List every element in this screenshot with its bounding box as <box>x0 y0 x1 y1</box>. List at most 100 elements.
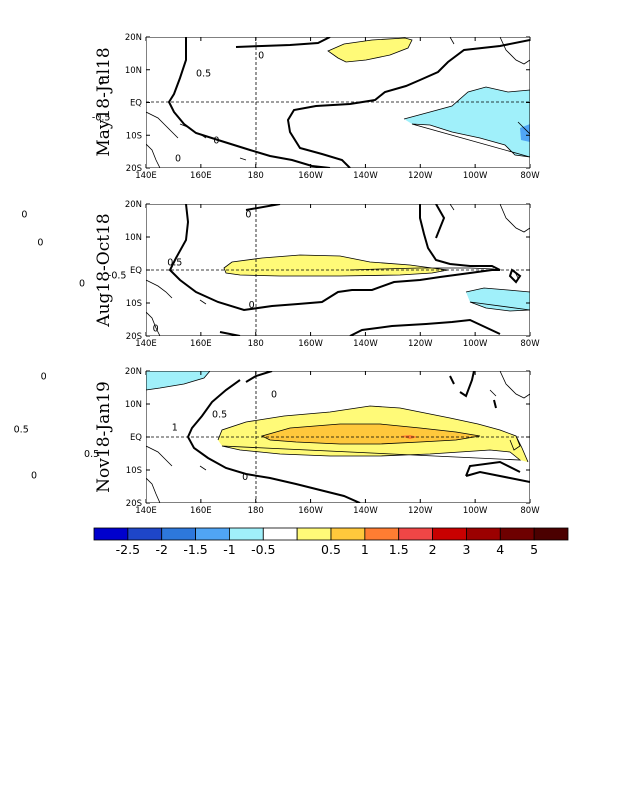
colorbar-label: 1.5 <box>389 542 409 557</box>
panel-label: May18-Jul18 <box>94 47 114 156</box>
x-tick-label: 140E <box>135 506 157 516</box>
contour-label: -0.5 <box>108 270 127 281</box>
x-tick-label: 140E <box>135 171 157 181</box>
contour-label: 0 <box>249 300 255 311</box>
colorbar-swatch <box>93 527 129 541</box>
colorbar-label: 3 <box>462 542 470 557</box>
contour-label: -0.5 <box>92 113 111 124</box>
contour-label: 0.5 <box>196 69 211 80</box>
x-tick-label: 140E <box>135 339 157 349</box>
colorbar-label: 1 <box>361 542 369 557</box>
x-tick-label: 120W <box>408 339 433 349</box>
colorbar-swatch <box>262 527 298 541</box>
contour-label: 0 <box>21 209 27 220</box>
x-tick-label: 80W <box>520 506 540 516</box>
positive-anomaly-region <box>328 38 412 62</box>
y-tick-label: 10S <box>126 131 142 141</box>
x-tick-label: 100W <box>463 339 488 349</box>
colorbar-swatch <box>466 527 501 541</box>
contour-label: 0 <box>242 472 248 483</box>
colorbar: -2.5 -2 -1.5 -1 -0.5 0.5 1 1.5 2 3 4 5 <box>93 527 569 557</box>
x-tick-label: 140W <box>353 506 378 516</box>
y-tick-label: 20S <box>126 164 142 174</box>
contour-label: 0 <box>271 390 277 401</box>
positive-anomaly-region <box>224 255 448 276</box>
contour-label: 0 <box>175 154 181 165</box>
colorbar-label: 0.5 <box>321 542 341 557</box>
colorbar-swatch <box>195 527 230 541</box>
map-panel-3: Nov18-Jan19 140E 160E 180 160W 140W 120W 100W 8… <box>14 367 541 516</box>
contour-label: 0 <box>153 323 159 334</box>
colorbar-swatch <box>161 527 196 541</box>
contour-label: 0 <box>98 77 104 88</box>
colorbar-swatch <box>432 527 467 541</box>
x-tick-label: 100W <box>463 171 488 181</box>
contour-label: 0 <box>245 209 251 220</box>
x-tick-label: 80W <box>520 339 540 349</box>
contour-label: 0.5 <box>14 424 29 435</box>
negative-anomaly-region <box>466 288 530 311</box>
contour-label: 0.5 <box>84 449 99 460</box>
colorbar-swatch <box>296 527 332 541</box>
colorbar-swatch <box>533 527 569 541</box>
colorbar-label: 2 <box>429 542 437 557</box>
colorbar-swatch <box>330 527 366 541</box>
y-tick-label: EQ <box>130 433 142 443</box>
x-tick-label: 180 <box>248 171 264 181</box>
y-tick-label: 10S <box>126 466 142 476</box>
colorbar-swatch <box>499 527 535 541</box>
half-contour <box>146 371 529 463</box>
y-tick-label: EQ <box>130 99 142 109</box>
x-tick-label: 120W <box>408 171 433 181</box>
y-tick-label: 20N <box>125 200 142 210</box>
y-tick-label: 10S <box>126 299 142 309</box>
contour-label: 0 <box>31 470 37 481</box>
negative-anomaly-region <box>404 87 530 157</box>
x-tick-label: 160E <box>190 339 212 349</box>
y-tick-label: 20N <box>125 367 142 377</box>
colorbar-swatch <box>364 527 400 541</box>
contour-label: 0.5 <box>212 409 227 420</box>
colorbar-label: 4 <box>496 542 504 557</box>
contour-label: 0.5 <box>167 257 182 268</box>
colorbar-label: -2 <box>155 542 167 557</box>
y-tick-label: EQ <box>130 266 142 276</box>
x-tick-label: 160W <box>298 339 323 349</box>
contour-label: 0 <box>41 371 47 382</box>
y-tick-label: 20N <box>125 33 142 43</box>
colorbar-swatch <box>127 527 163 541</box>
x-tick-label: 160E <box>190 506 212 516</box>
land-outline <box>146 371 530 503</box>
x-tick-label: 160E <box>190 171 212 181</box>
negative-anomaly-region <box>146 371 210 390</box>
y-tick-label: 10N <box>125 233 142 243</box>
x-tick-label: 100W <box>463 506 488 516</box>
contour-label: 1 <box>172 423 178 434</box>
x-tick-label: 120W <box>408 506 433 516</box>
half-contour <box>223 254 530 312</box>
contour-label: 0 <box>37 237 43 248</box>
strong-negative-anomaly-region <box>520 124 530 142</box>
land-outline <box>146 204 530 336</box>
x-tick-label: 140W <box>353 171 378 181</box>
contour-label: 0 <box>213 136 219 147</box>
x-tick-label: 180 <box>248 506 264 516</box>
colorbar-swatch <box>398 527 433 541</box>
contour-label: 0 <box>79 279 85 290</box>
colorbar-label: -2.5 <box>116 542 140 557</box>
map-panel-2: Aug18-Oct18 140E 160E 180 160W 140W 120W 100W 8… <box>21 200 540 349</box>
x-tick-label: 180 <box>248 339 264 349</box>
land-outline <box>146 37 530 168</box>
colorbar-label: 5 <box>530 542 538 557</box>
y-tick-label: 10N <box>125 66 142 76</box>
zero-contour <box>168 204 522 336</box>
y-tick-label: 10N <box>125 400 142 410</box>
contour-label: 0 <box>258 51 264 62</box>
y-tick-label: 20S <box>126 332 142 342</box>
colorbar-swatch <box>229 527 264 541</box>
panel-label: Nov18-Jan19 <box>94 381 114 493</box>
x-tick-label: 140W <box>353 339 378 349</box>
colorbar-label: -1.5 <box>183 542 207 557</box>
half-contour <box>327 37 530 158</box>
